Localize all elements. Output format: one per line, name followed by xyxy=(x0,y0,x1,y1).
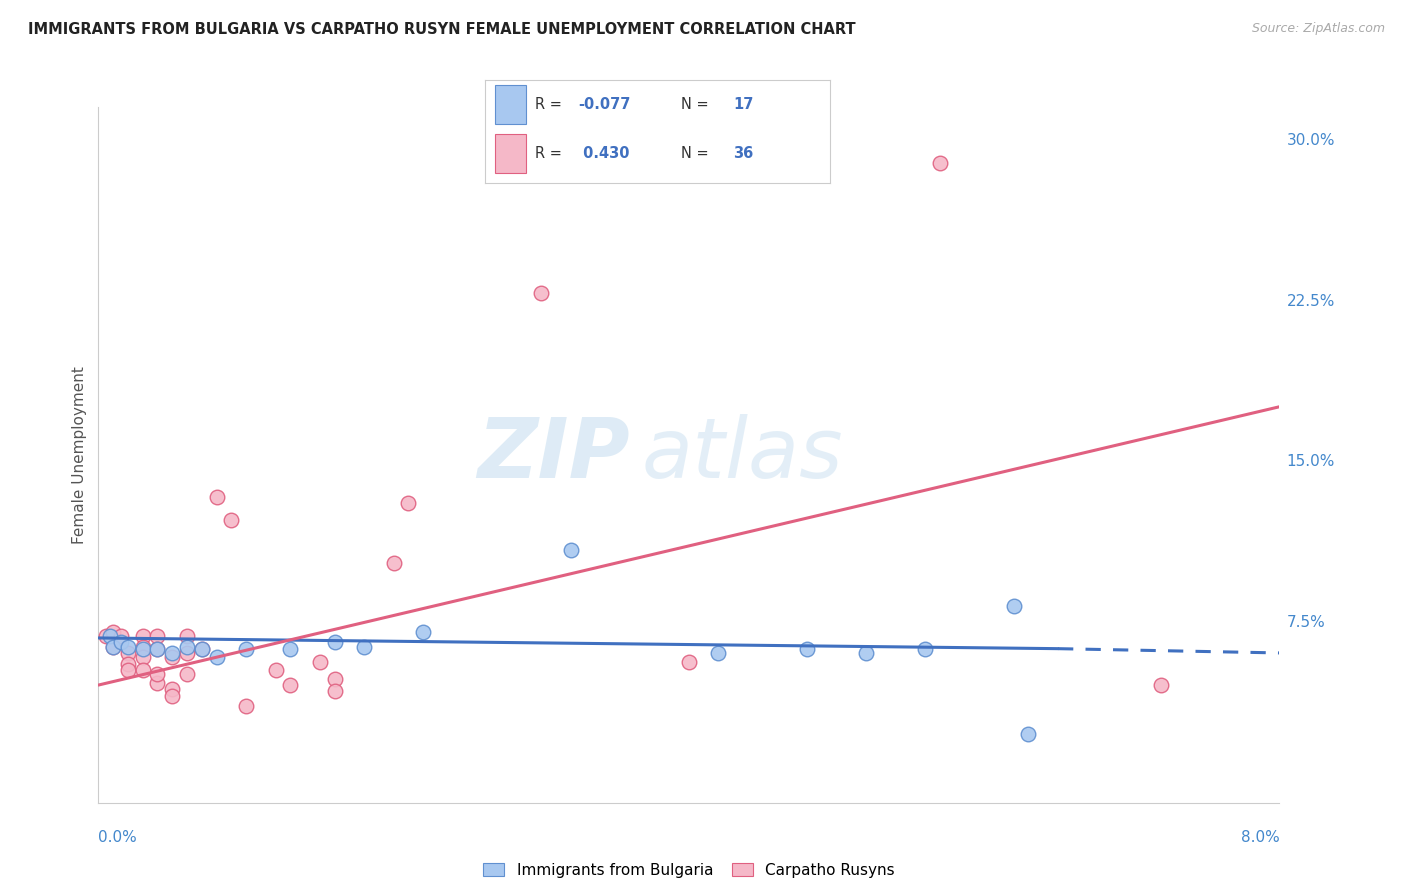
Text: 8.0%: 8.0% xyxy=(1240,830,1279,845)
Point xyxy=(382,556,405,570)
Point xyxy=(132,640,155,654)
Point xyxy=(396,496,419,510)
Point xyxy=(162,689,183,703)
Text: Source: ZipAtlas.com: Source: ZipAtlas.com xyxy=(1251,22,1385,36)
Text: IMMIGRANTS FROM BULGARIA VS CARPATHO RUSYN FEMALE UNEMPLOYMENT CORRELATION CHART: IMMIGRANTS FROM BULGARIA VS CARPATHO RUS… xyxy=(28,22,856,37)
Point xyxy=(162,682,183,697)
Point xyxy=(191,641,214,656)
Point xyxy=(132,650,155,665)
Text: -0.077: -0.077 xyxy=(578,97,630,112)
Point xyxy=(162,650,183,665)
Point xyxy=(103,624,125,639)
Point xyxy=(98,629,121,643)
Text: 36: 36 xyxy=(733,145,754,161)
Point xyxy=(914,641,936,656)
Point xyxy=(191,641,214,656)
Point xyxy=(1017,727,1039,741)
Point xyxy=(110,629,132,643)
Point xyxy=(278,641,302,656)
Point xyxy=(176,646,198,660)
Text: ZIP: ZIP xyxy=(477,415,630,495)
Text: 0.430: 0.430 xyxy=(578,145,630,161)
Point xyxy=(264,663,287,677)
Point xyxy=(94,629,117,643)
Point xyxy=(110,635,132,649)
Point xyxy=(353,640,375,654)
Point xyxy=(278,678,302,692)
Y-axis label: Female Unemployment: Female Unemployment xyxy=(72,366,87,544)
Point xyxy=(412,624,434,639)
Point xyxy=(323,684,346,698)
Point xyxy=(117,640,139,654)
Point xyxy=(176,667,198,681)
Point xyxy=(162,646,183,660)
Point xyxy=(117,646,139,660)
Point xyxy=(146,629,169,643)
Text: N =: N = xyxy=(682,145,714,161)
Point xyxy=(132,641,155,656)
Point xyxy=(205,490,228,504)
FancyBboxPatch shape xyxy=(495,134,526,173)
Text: 0.0%: 0.0% xyxy=(98,830,138,845)
Text: R =: R = xyxy=(536,97,567,112)
Point xyxy=(176,640,198,654)
Point xyxy=(132,663,155,677)
Point xyxy=(530,286,553,301)
Point xyxy=(323,672,346,686)
Point xyxy=(117,657,139,671)
Point xyxy=(323,635,346,649)
FancyBboxPatch shape xyxy=(495,86,526,124)
Point xyxy=(707,646,730,660)
Point xyxy=(117,663,139,677)
Point xyxy=(103,640,125,654)
Point xyxy=(176,629,198,643)
Point xyxy=(855,646,877,660)
Point xyxy=(1150,678,1173,692)
Point xyxy=(308,655,332,669)
Point xyxy=(219,513,242,527)
Point xyxy=(1002,599,1025,613)
Text: atlas: atlas xyxy=(641,415,844,495)
Point xyxy=(560,543,582,558)
Point xyxy=(205,650,228,665)
Point xyxy=(235,641,257,656)
Point xyxy=(146,641,169,656)
Text: 17: 17 xyxy=(733,97,754,112)
Point xyxy=(132,629,155,643)
Point xyxy=(146,667,169,681)
Point xyxy=(796,641,818,656)
Point xyxy=(678,655,700,669)
Text: R =: R = xyxy=(536,145,567,161)
Point xyxy=(146,641,169,656)
Point xyxy=(928,155,950,169)
Text: N =: N = xyxy=(682,97,714,112)
Point xyxy=(146,676,169,690)
Point xyxy=(103,640,125,654)
Point xyxy=(235,699,257,714)
Legend: Immigrants from Bulgaria, Carpatho Rusyns: Immigrants from Bulgaria, Carpatho Rusyn… xyxy=(475,855,903,886)
